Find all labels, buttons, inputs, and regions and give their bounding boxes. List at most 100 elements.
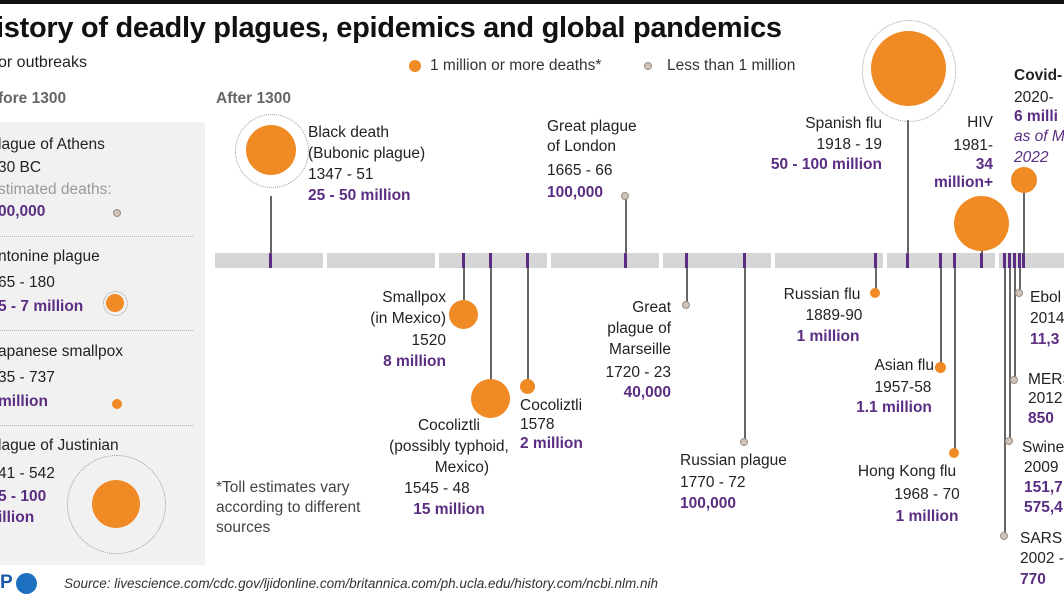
athens-toll: 00,000	[0, 203, 46, 220]
marseille-minor-dot	[682, 301, 690, 309]
timeline-tick	[906, 253, 909, 268]
timeline-tick	[980, 253, 983, 268]
asian-flu-name: Asian flu	[874, 357, 934, 374]
timeline-segment	[663, 253, 771, 268]
london-years: 1665 - 66	[547, 162, 613, 179]
justinian-years: 41 - 542	[0, 465, 55, 482]
sars-years: 2002 -	[1020, 550, 1064, 567]
russian-plague-years: 1770 - 72	[680, 474, 746, 491]
source-line: Source: livescience.com/cdc.gov/ljidonli…	[64, 576, 659, 591]
smallpox-stem	[463, 268, 465, 300]
covid-name: Covid-	[1014, 67, 1063, 84]
marseille-toll: 40,000	[623, 384, 671, 401]
japanese-smallpox-name: apanese smallpox	[0, 343, 123, 360]
athens-est-label: stimated deaths:	[0, 181, 112, 198]
asian-flu-years: 1957-58	[874, 379, 932, 396]
smallpox-circle	[449, 300, 478, 329]
justinian-ring	[67, 455, 166, 554]
cocoliztli-1578-name: Cocoliztli	[520, 397, 583, 414]
smallpox-years: 1520	[411, 332, 446, 349]
russian-plague-toll: 100,000	[680, 495, 737, 512]
hiv-circle	[954, 196, 1009, 251]
timeline-tick	[1013, 253, 1016, 268]
hiv-stem	[981, 248, 983, 254]
panel-divider	[0, 330, 193, 331]
timeline-tick	[1008, 253, 1011, 268]
sars-toll: 770	[1020, 571, 1046, 588]
spanish-flu-name: Spanish flu	[805, 115, 882, 132]
japanese-smallpox-years: 35 - 737	[0, 369, 55, 386]
russian-plague-stem	[744, 268, 746, 442]
marseille-name3: Marseille	[608, 341, 671, 358]
covid-circle	[1011, 167, 1037, 193]
hiv-toll2: million+	[934, 174, 993, 191]
smallpox-toll: 8 million	[383, 353, 446, 370]
hiv-toll1: 34	[975, 156, 993, 173]
timeline-tick	[489, 253, 492, 268]
marseille-name2: plague of	[607, 320, 671, 337]
ebola-toll: 11,3	[1030, 331, 1060, 348]
asian-flu-stem	[940, 268, 942, 367]
section-before-label: fore 1300	[0, 90, 67, 107]
marseille-years: 1720 - 23	[605, 364, 672, 381]
london-toll: 100,000	[547, 184, 604, 201]
antonine-ring	[103, 291, 128, 316]
russian-flu-toll: 1 million	[796, 328, 860, 345]
swine-minor-dot	[1005, 437, 1013, 445]
timeline-tick	[743, 253, 746, 268]
ebola-name: Ebol	[1030, 289, 1062, 306]
cocoliztli-1545-toll: 15 million	[413, 501, 485, 518]
russian-plague-name: Russian plague	[680, 452, 787, 469]
antonine-circle	[106, 294, 124, 312]
legend-minor-dot	[644, 62, 652, 70]
timeline-tick	[462, 253, 465, 268]
timeline-segment	[327, 253, 435, 268]
timeline-tick	[624, 253, 627, 268]
mers-minor-dot	[1010, 376, 1018, 384]
mers-stem	[1014, 268, 1016, 380]
agency-logo-dot	[16, 573, 37, 594]
cocoliztli-1545-years: 1545 - 48	[404, 480, 470, 497]
antonine-years: 65 - 180	[0, 274, 55, 291]
footnote-line1: *Toll estimates vary	[216, 479, 350, 496]
smallpox-name1: Smallpox	[382, 289, 446, 306]
mers-years: 2012	[1028, 390, 1063, 407]
timeline-tick	[1003, 253, 1006, 268]
ebola-years: 2014	[1030, 310, 1064, 327]
covid-toll: 6 milli	[1014, 108, 1058, 125]
swine-toll1: 151,7	[1024, 479, 1063, 496]
russian-flu-name: Russian flu	[783, 286, 861, 303]
justinian-circle	[92, 480, 140, 528]
spanish-flu-ring	[862, 20, 956, 122]
asian-flu-toll: 1.1 million	[856, 399, 932, 416]
swine-name: Swine	[1022, 439, 1064, 456]
agency-logo-text: P	[0, 572, 13, 593]
hong-kong-flu-circle	[949, 448, 959, 458]
black-death-circle	[246, 125, 296, 175]
cocoliztli-1545-name1: Cocoliztli	[417, 417, 480, 434]
page-title: istory of deadly plagues, epidemics and …	[0, 12, 782, 44]
black-death-ring	[235, 114, 309, 188]
russian-flu-circle	[870, 288, 880, 298]
cocoliztli-1545-stem	[490, 268, 492, 380]
cocoliztli-1545-circle	[471, 379, 510, 418]
cocoliztli-1578-years: 1578	[520, 416, 555, 433]
legend-major-label: 1 million or more deaths*	[430, 57, 602, 74]
justinian-toll-line2: illion	[0, 509, 35, 526]
sars-minor-dot	[1000, 532, 1008, 540]
athens-years: 30 BC	[0, 159, 42, 176]
marseille-stem	[686, 268, 688, 305]
athens-minor-dot	[113, 209, 121, 217]
london-stem	[625, 199, 627, 254]
black-death-years: 1347 - 51	[308, 166, 374, 183]
hiv-years: 1981-	[953, 137, 993, 154]
timeline-segment	[551, 253, 659, 268]
sars-stem	[1004, 268, 1006, 536]
russian-flu-stem	[875, 268, 877, 293]
london-minor-dot	[621, 192, 629, 200]
asian-flu-circle	[935, 362, 946, 373]
cocoliztli-1545-name2: (possibly typhoid,	[389, 438, 509, 455]
timeline-tick	[874, 253, 877, 268]
swine-toll2: 575,4	[1024, 499, 1063, 516]
timeline-track	[215, 253, 1064, 268]
